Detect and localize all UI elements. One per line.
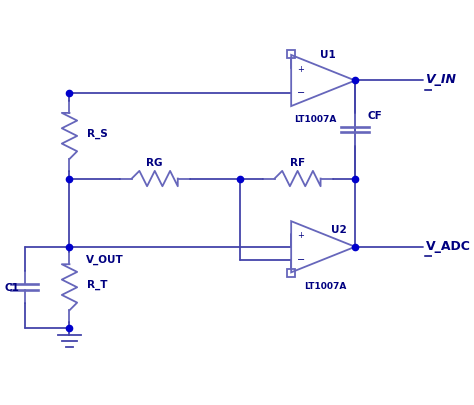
Text: LT1007A: LT1007A <box>294 115 337 124</box>
Text: V_IN: V_IN <box>426 73 456 86</box>
Text: CF: CF <box>367 110 382 120</box>
Text: −: − <box>296 88 305 98</box>
Text: R_S: R_S <box>87 128 108 138</box>
Text: RF: RF <box>290 158 305 168</box>
Text: U1: U1 <box>320 50 336 60</box>
Text: V_ADC: V_ADC <box>426 239 470 252</box>
Text: LT1007A: LT1007A <box>304 281 346 290</box>
Text: U2: U2 <box>331 224 347 234</box>
Text: +: + <box>297 65 304 74</box>
Bar <box>287 51 295 59</box>
Text: +: + <box>297 231 304 240</box>
Text: V_OUT: V_OUT <box>86 254 123 264</box>
Text: RG: RG <box>146 158 163 168</box>
Text: −: − <box>296 254 305 264</box>
Bar <box>287 269 295 278</box>
Text: R_T: R_T <box>87 279 108 289</box>
Text: C1: C1 <box>5 283 19 292</box>
